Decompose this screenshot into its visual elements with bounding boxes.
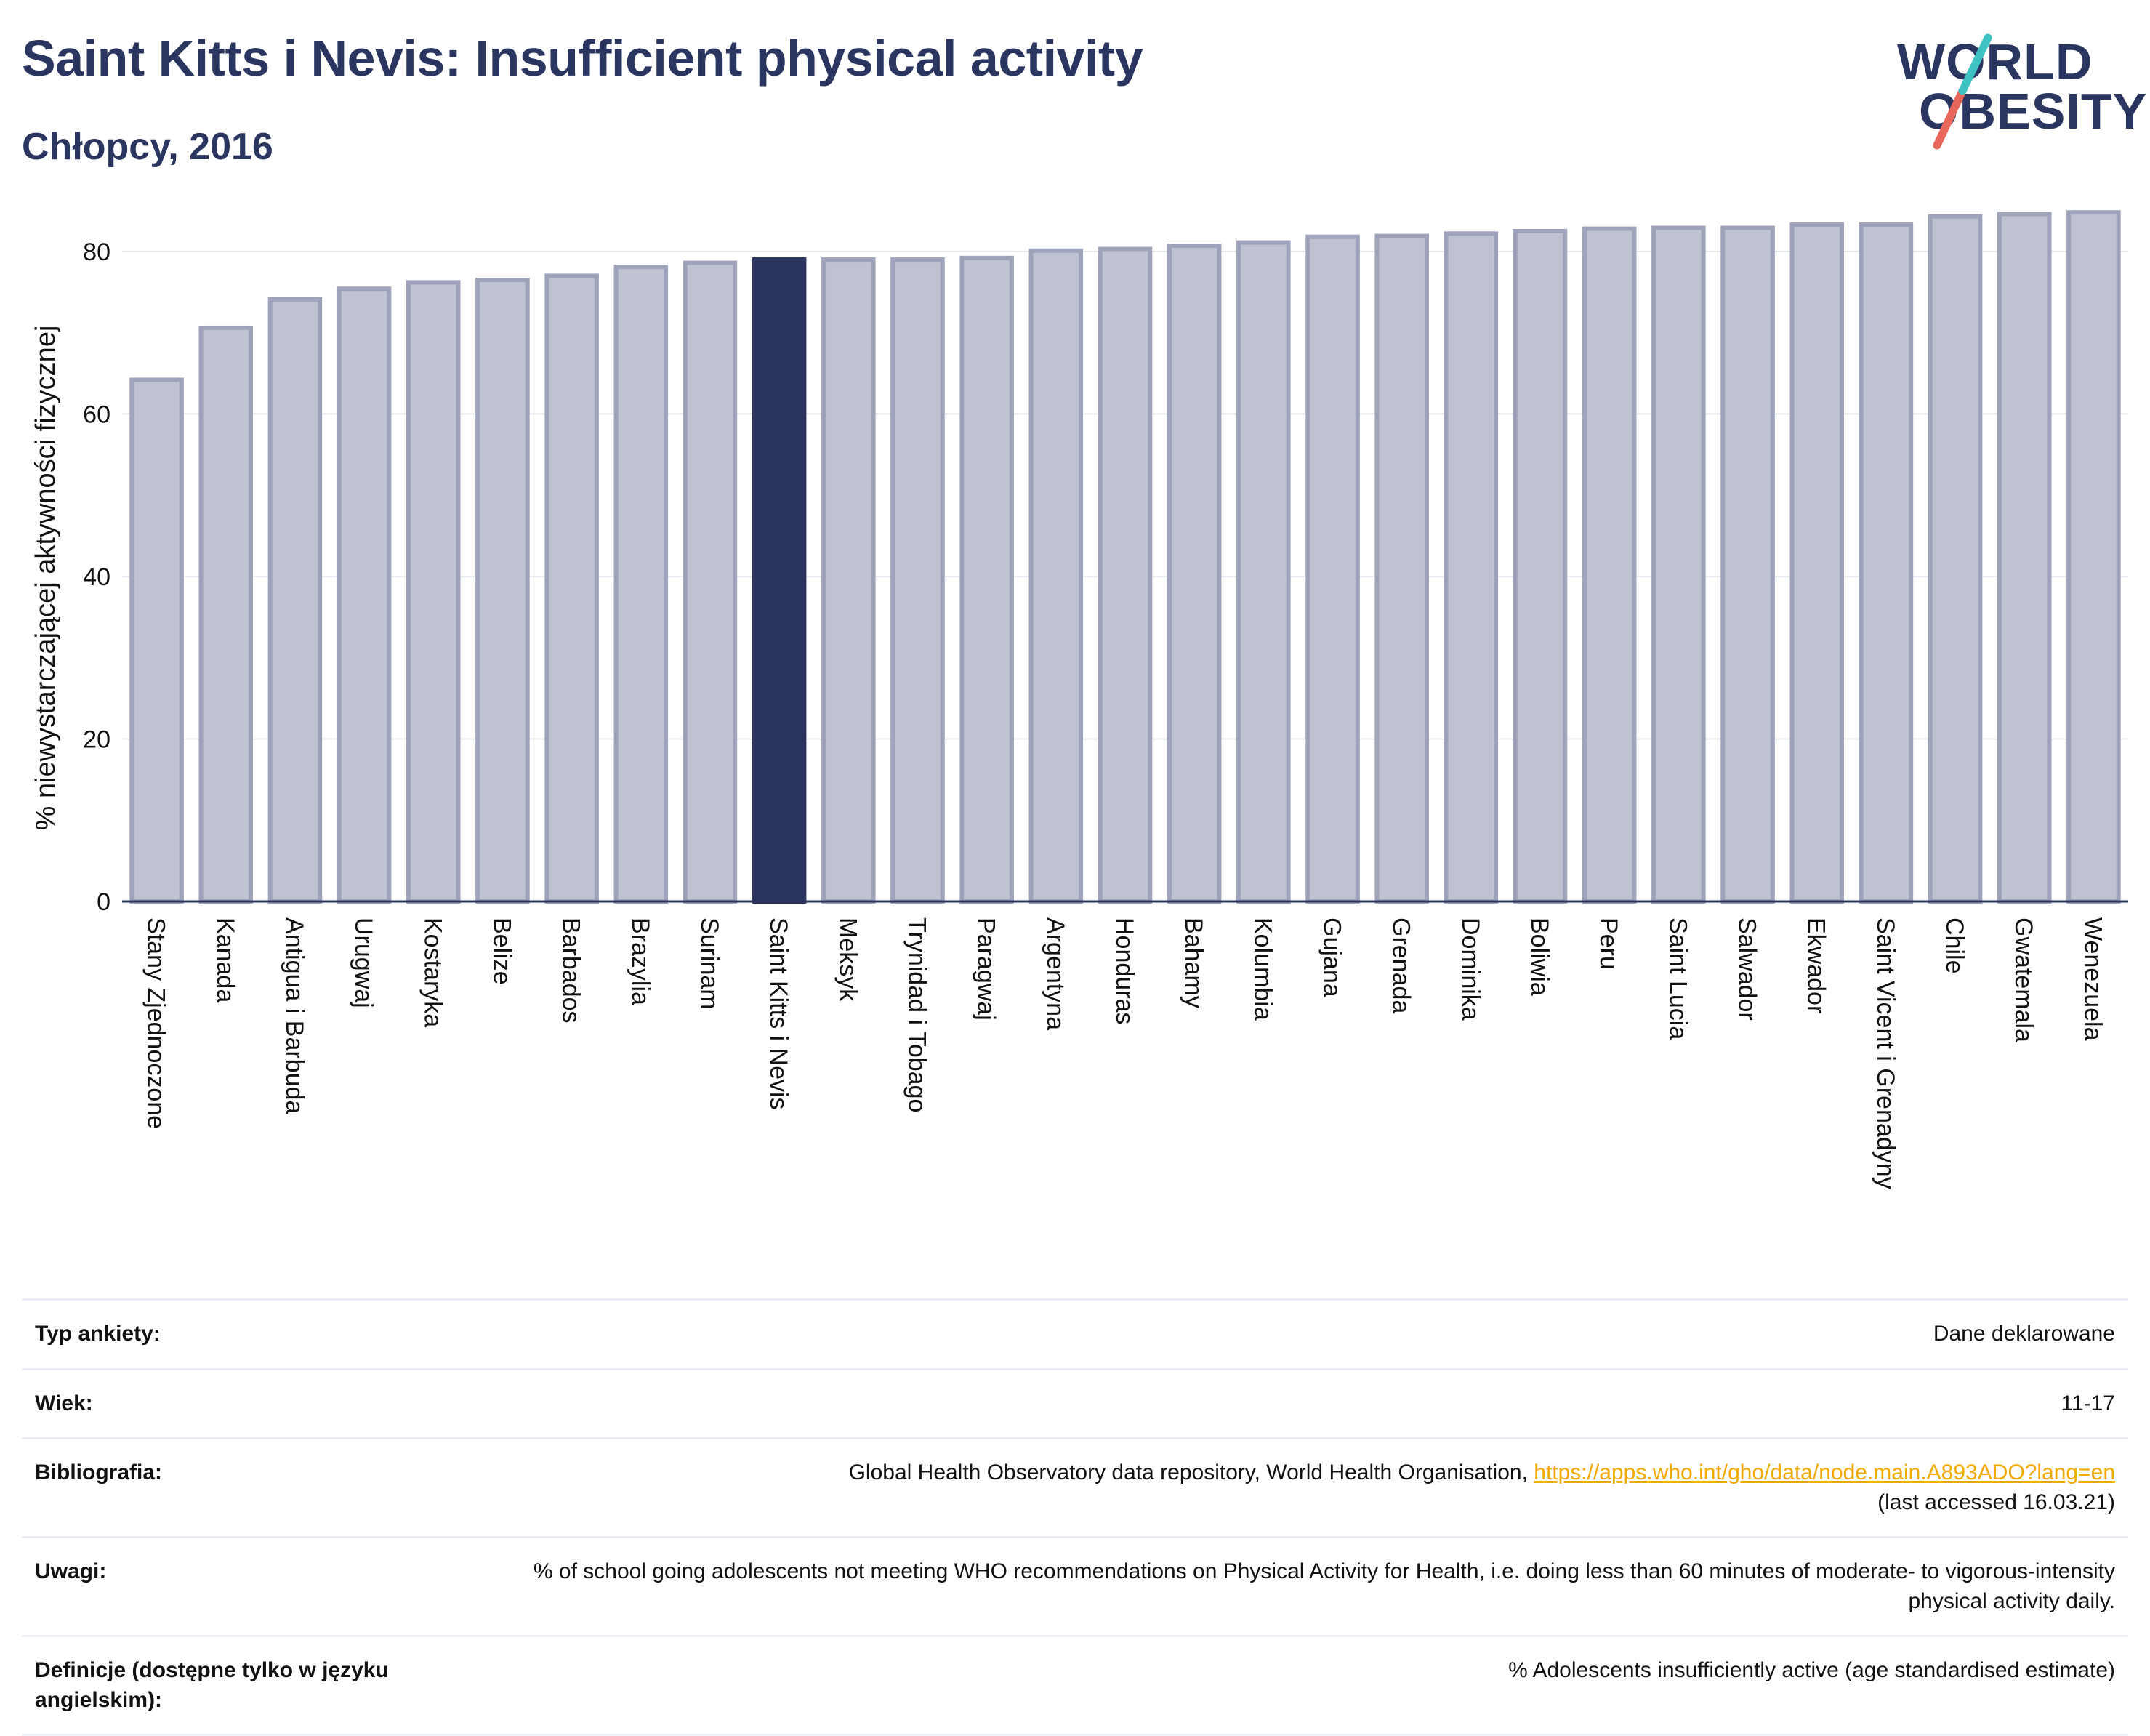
x-tick-label: Bahamy [1180, 917, 1207, 1008]
bar-wenezuela[interactable] [2066, 210, 2121, 904]
x-tick-label: Trynidad i Tobago [903, 917, 930, 1112]
bars [129, 210, 2121, 904]
y-tick-label: 60 [83, 401, 110, 428]
x-tick-label: Peru [1595, 917, 1622, 970]
bar-honduras[interactable] [1098, 246, 1153, 904]
info-row-survey-type: Typ ankiety: Dane deklarowane [22, 1298, 2128, 1369]
bar-chile[interactable] [1928, 214, 1983, 904]
x-tick-labels: Stany Zjednoczone Kanada Antigua i Barbuda… [142, 917, 2107, 1189]
bar-surinam[interactable] [683, 260, 738, 904]
x-tick-label: Brazylia [627, 917, 654, 1005]
bar-saint-lucia[interactable] [1651, 225, 1706, 904]
info-row-notes: Uwagi: % of school going adolescents not… [22, 1536, 2128, 1636]
x-tick-label: Surinam [696, 917, 723, 1010]
x-tick-label: Dominika [1457, 917, 1484, 1021]
bar-trynidad-i-tobago[interactable] [890, 257, 945, 904]
bar-argentyna[interactable] [1028, 248, 1084, 904]
bar-bahamy[interactable] [1167, 244, 1222, 904]
x-tick-label: Wenezuela [2079, 917, 2106, 1041]
x-tick-label: Kostaryka [419, 917, 446, 1027]
bar-saint-vicent-i-grenadyny[interactable] [1859, 222, 1914, 904]
x-tick-label: Belize [488, 917, 515, 985]
x-tick-label: Salwador [1734, 917, 1761, 1021]
x-tick-label: Kolumbia [1249, 917, 1276, 1021]
x-tick-label: Meksyk [834, 917, 861, 1002]
info-table: Typ ankiety: Dane deklarowane Wiek: 11-1… [22, 1298, 2128, 1736]
bar-kolumbia[interactable] [1236, 240, 1291, 904]
bibliography-accessed: (last accessed 16.03.21) [1877, 1490, 2115, 1514]
x-tick-label: Stany Zjednoczone [142, 917, 170, 1129]
y-tick-label: 0 [97, 888, 110, 916]
info-key: Uwagi: [22, 1536, 484, 1636]
x-tick-label: Gwatemala [2010, 917, 2037, 1042]
bar-boliwia[interactable] [1513, 228, 1568, 904]
x-tick-label: Grenada [1388, 917, 1415, 1013]
y-axis-label: % niewystarczającej aktywności fizycznej [31, 326, 61, 831]
bar-gujana[interactable] [1305, 234, 1360, 904]
y-tick-label: 40 [83, 563, 110, 591]
x-tick-label: Argentyna [1042, 917, 1069, 1030]
logo-slash-icon [1933, 33, 1992, 150]
x-tick-label: Saint Vicent i Grenadyny [1872, 917, 1899, 1189]
y-tick-label: 80 [83, 238, 110, 266]
x-tick-label: Saint Lucia [1664, 917, 1691, 1040]
bar-saint-kitts-i-nevis[interactable] [752, 257, 807, 904]
info-row-bibliography: Bibliografia: Global Health Observatory … [22, 1437, 2128, 1538]
x-tick-label: Barbados [557, 917, 585, 1024]
bar-stany-zjednoczone[interactable] [129, 377, 184, 904]
info-value: % of school going adolescents not meetin… [484, 1536, 2128, 1636]
bar-barbados[interactable] [544, 273, 599, 904]
bar-paragwaj[interactable] [959, 255, 1014, 904]
x-tick-label: Ekwador [1803, 917, 1830, 1013]
info-value: 11-17 [484, 1367, 2128, 1439]
x-tick-label: Saint Kitts i Nevis [765, 917, 792, 1110]
bar-grenada[interactable] [1374, 233, 1429, 904]
x-tick-label: Kanada [212, 917, 239, 1002]
x-tick-label: Urugwaj [350, 917, 377, 1008]
info-row-definitions: Definicje (dostępne tylko w języku angie… [22, 1635, 2128, 1736]
info-value: % Adolescents insufficiently active (age… [484, 1635, 2128, 1736]
bar-kanada[interactable] [198, 325, 254, 904]
bar-ekwador[interactable] [1789, 222, 1844, 904]
x-tick-label: Antigua i Barbuda [281, 917, 308, 1114]
x-tick-label: Honduras [1111, 917, 1138, 1024]
x-tick-label: Gujana [1318, 917, 1346, 997]
bar-kostaryka[interactable] [406, 280, 461, 904]
info-value: Global Health Observatory data repositor… [484, 1437, 2128, 1538]
bibliography-link[interactable]: https://apps.who.int/gho/data/node.main.… [1534, 1460, 2115, 1484]
page-title: Saint Kitts i Nevis: Insufficient physic… [22, 30, 1143, 87]
info-row-age: Wiek: 11-17 [22, 1367, 2128, 1439]
logo-word-world: WORLD [1897, 33, 2093, 90]
info-key: Wiek: [22, 1367, 484, 1439]
page-subtitle: Chłopcy, 2016 [22, 126, 273, 168]
bar-urugwaj[interactable] [337, 286, 392, 904]
info-key: Typ ankiety: [22, 1298, 484, 1369]
bar-meksyk[interactable] [821, 257, 876, 904]
bar-belize[interactable] [475, 278, 530, 904]
x-tick-label: Boliwia [1526, 917, 1553, 996]
y-tick-labels: 0 20 40 60 80 [83, 238, 110, 916]
world-obesity-logo[interactable]: WORLD OBESITY [1897, 22, 2146, 153]
bar-salwador[interactable] [1720, 225, 1775, 904]
bar-chart: 0 20 40 60 80 Stany Zjednoczone Kanada Antigua… [31, 210, 2128, 1189]
y-tick-label: 20 [83, 726, 110, 753]
bar-dominika[interactable] [1444, 231, 1499, 904]
bibliography-text: Global Health Observatory data repositor… [848, 1460, 1534, 1484]
bar-peru[interactable] [1582, 226, 1637, 904]
bar-gwatemala[interactable] [1997, 212, 2052, 904]
bar-antigua-i-barbuda[interactable] [267, 297, 323, 904]
info-key: Definicje (dostępne tylko w języku angie… [22, 1635, 484, 1736]
info-key: Bibliografia: [22, 1437, 484, 1538]
x-tick-label: Paragwaj [973, 917, 1000, 1021]
info-value: Dane deklarowane [484, 1298, 2128, 1369]
x-tick-label: Chile [1941, 917, 1968, 973]
bar-brazylia[interactable] [613, 265, 669, 904]
